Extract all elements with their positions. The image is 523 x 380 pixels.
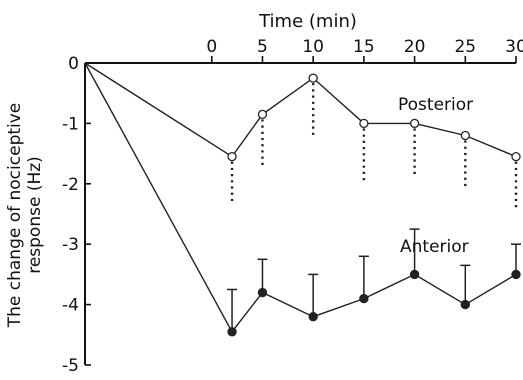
data-point-posterior [308, 73, 318, 83]
x-tick-label: 20 [404, 37, 426, 57]
y-tick-label: 0 [68, 54, 79, 74]
y-tick-label: -1 [62, 114, 79, 134]
x-tick-label: 30 [505, 37, 523, 57]
y-tick-label: -3 [62, 235, 79, 255]
x-axis-title: Time (min) [258, 11, 357, 32]
data-point-posterior [460, 130, 470, 141]
y-axis-title-line1: The change of nociceptive [5, 103, 25, 329]
plot-area [84, 62, 521, 337]
series-line-anterior [84, 62, 517, 334]
data-point-anterior [257, 287, 268, 298]
data-point-anterior [227, 327, 237, 337]
y-tick-label: -4 [62, 296, 79, 316]
x-tick-label: 5 [257, 37, 268, 57]
data-point-posterior [359, 118, 369, 129]
data-point-posterior [511, 151, 521, 162]
x-ticks: 0 5 10 15 20 25 30 [206, 37, 523, 63]
y-axis-title-line2: response (Hz) [25, 156, 45, 274]
data-point-posterior [257, 109, 268, 119]
data-point-posterior [409, 118, 420, 129]
series-label-anterior: Anterior [400, 237, 469, 257]
series-label-posterior: Posterior [398, 95, 473, 115]
x-tick-label: 0 [206, 37, 217, 57]
data-point-anterior [511, 269, 521, 280]
y-tick-label: -2 [62, 175, 79, 195]
x-tick-label: 15 [353, 37, 375, 57]
data-point-anterior [409, 269, 420, 280]
data-point-anterior [460, 299, 470, 310]
data-point-anterior [359, 293, 369, 304]
data-point-anterior [308, 311, 318, 322]
series-line-posterior [84, 62, 517, 158]
y-tick-label: -5 [62, 356, 79, 376]
x-tick-label: 25 [454, 37, 476, 57]
y-ticks: 0 -1 -2 -3 -4 -5 [62, 54, 91, 376]
x-tick-label: 10 [302, 37, 324, 57]
data-point-posterior [227, 151, 237, 162]
